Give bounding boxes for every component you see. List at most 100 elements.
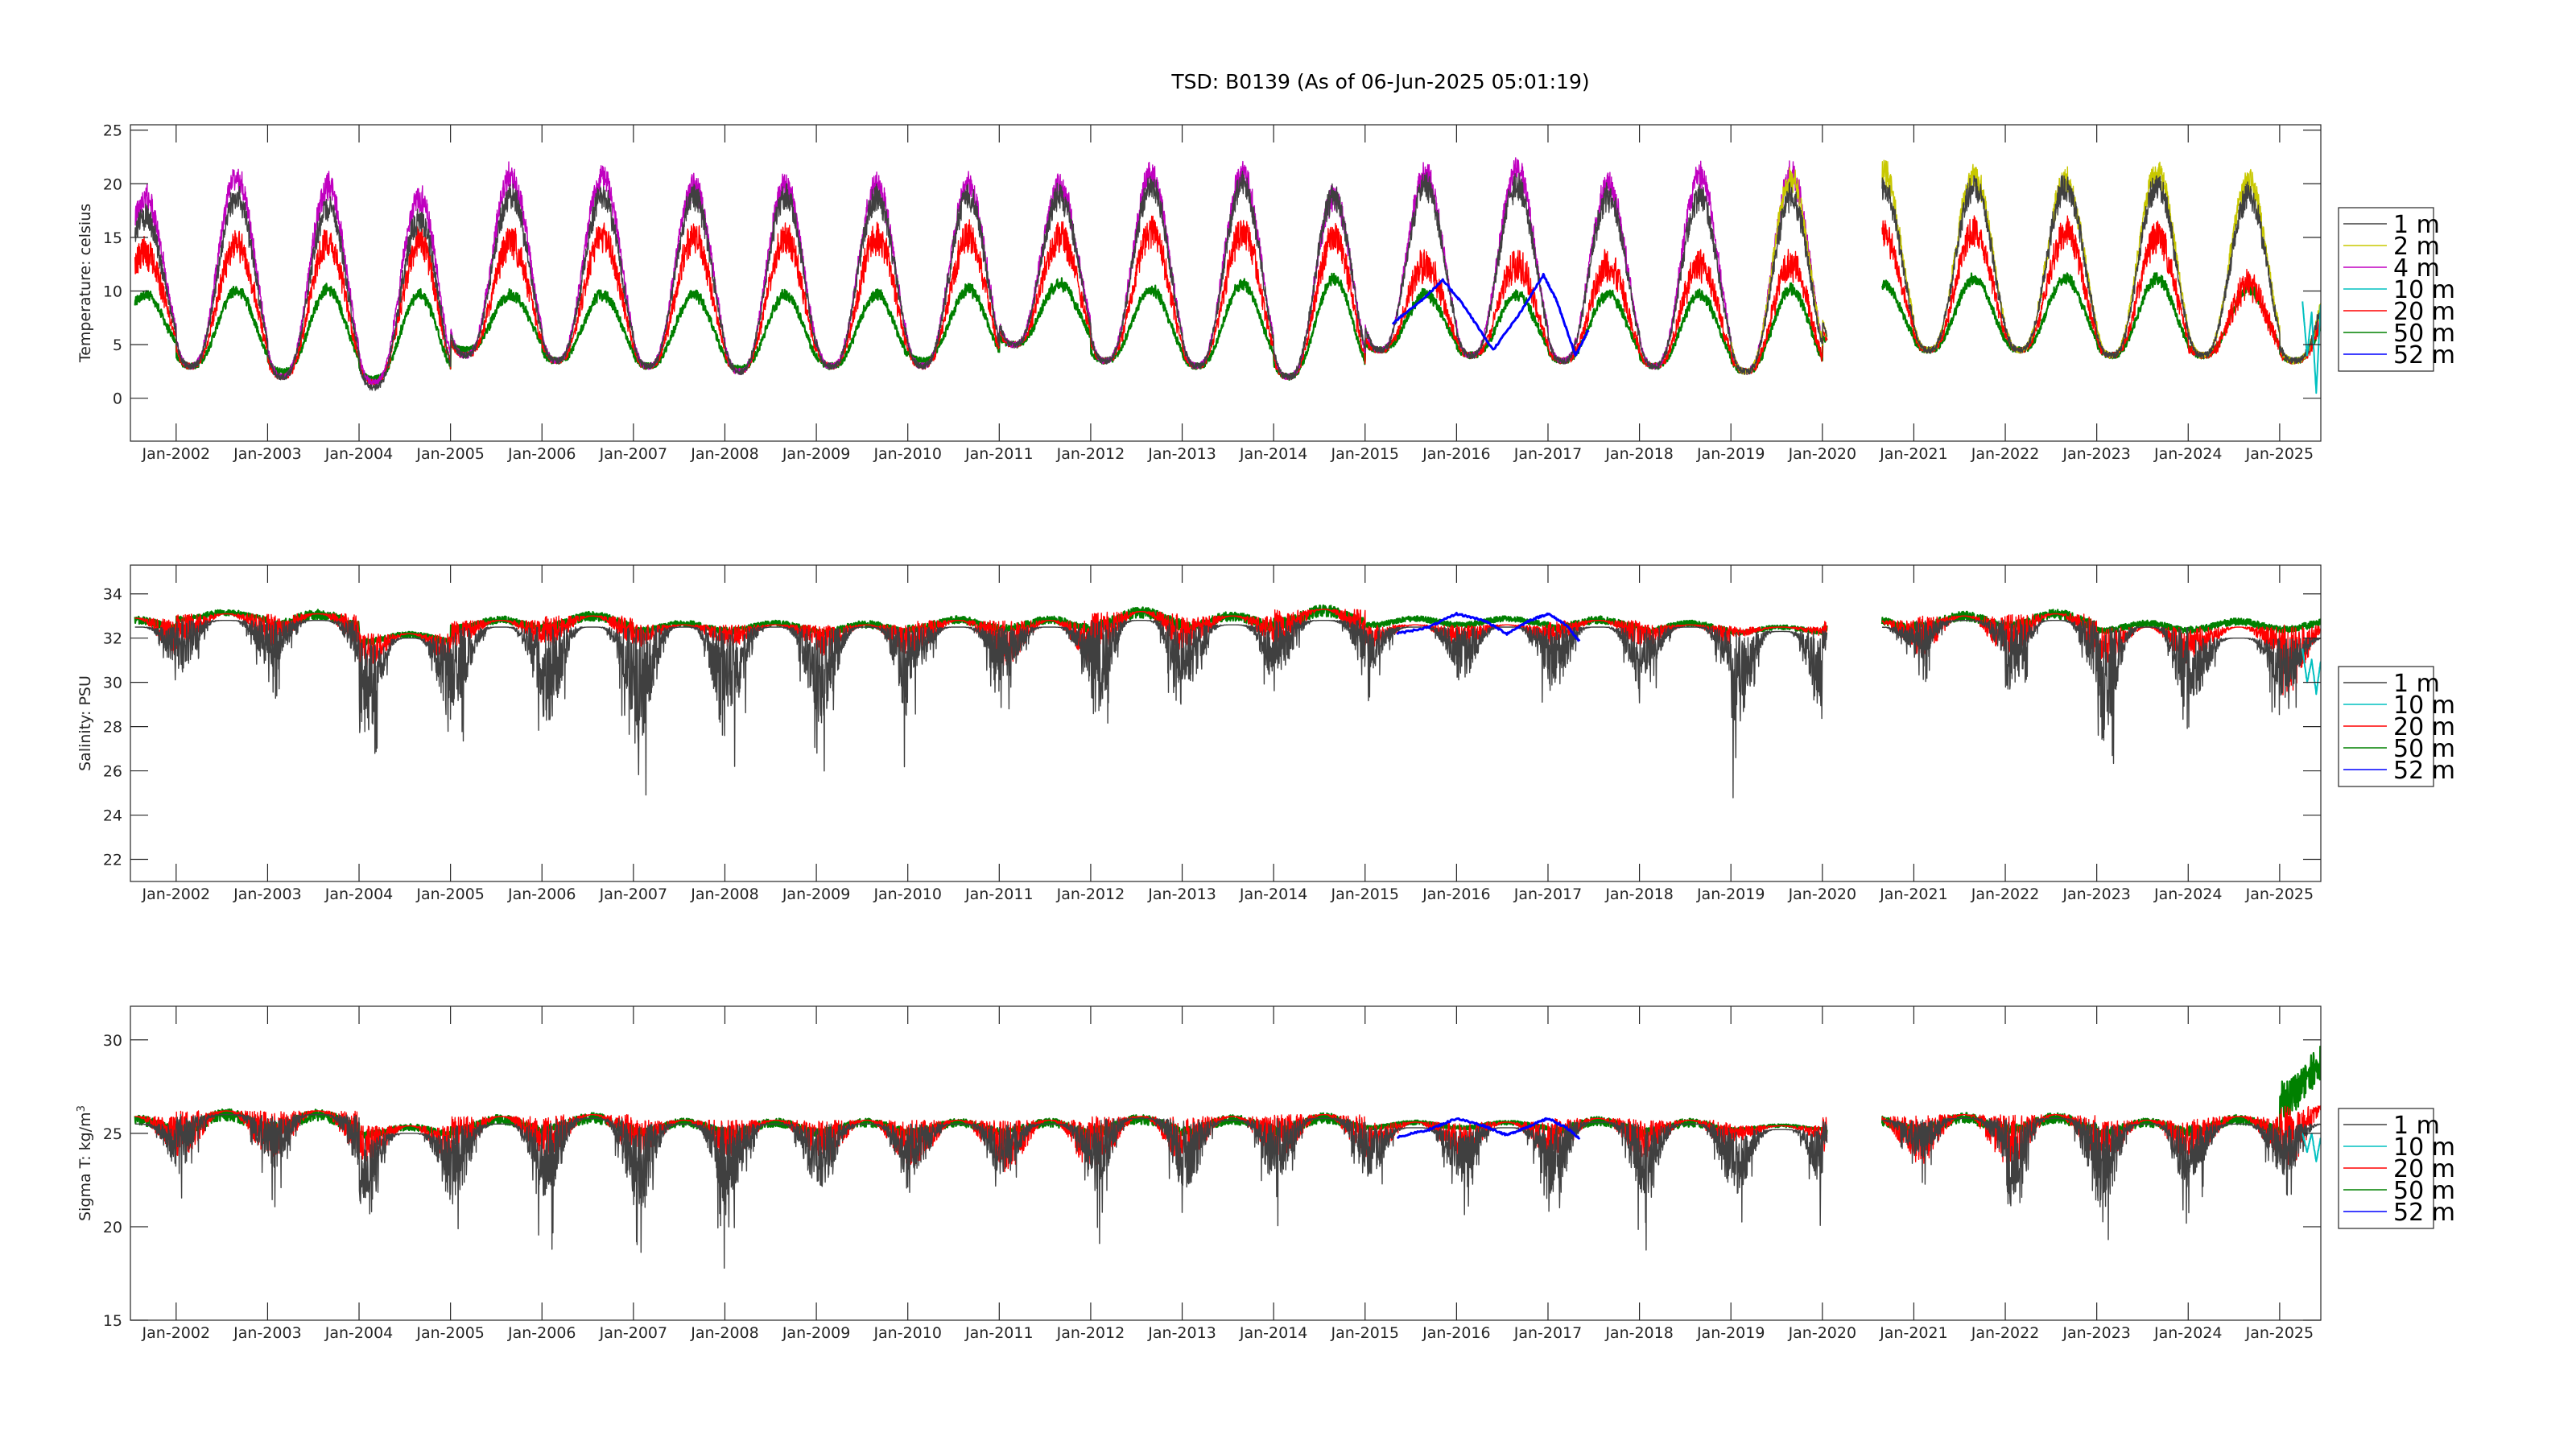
- legend-label: 1 m: [2393, 670, 2440, 698]
- series-1m-trace: [1881, 175, 2321, 364]
- x-tick-label: Jan-2006: [507, 445, 576, 463]
- x-tick-label: Jan-2003: [233, 445, 302, 463]
- series-20m-trace: [134, 215, 1828, 386]
- x-tick-label: Jan-2005: [415, 1324, 485, 1342]
- x-tick-label: Jan-2002: [142, 445, 211, 463]
- x-tick-label: Jan-2013: [1147, 1324, 1216, 1342]
- x-tick-label: Jan-2015: [1331, 1324, 1400, 1342]
- x-tick-label: Jan-2020: [1788, 445, 1857, 463]
- x-tick-label: Jan-2003: [233, 886, 302, 903]
- legend-label: 20 m: [2393, 713, 2455, 741]
- x-tick-label: Jan-2021: [1879, 886, 1948, 903]
- x-tick-label: Jan-2016: [1422, 445, 1491, 463]
- x-tick-label: Jan-2016: [1422, 886, 1491, 903]
- x-tick-label: Jan-2009: [782, 1324, 851, 1342]
- x-tick-label: Jan-2004: [324, 1324, 394, 1342]
- y-tick-label: 26: [103, 763, 122, 781]
- legend-label: 20 m: [2393, 1155, 2455, 1183]
- x-tick-label: Jan-2022: [1971, 886, 2040, 903]
- panel-temperature: 0 5 10 15 20 25 Jan-2002 Jan-2003 Jan-2004 Jan-20…: [76, 122, 2455, 463]
- x-tick-label: Jan-2015: [1331, 886, 1400, 903]
- y-tick-label: 20: [103, 1219, 122, 1236]
- y-tick-label: 10: [103, 283, 122, 300]
- x-tick-label: Jan-2025: [2245, 1324, 2314, 1342]
- series-20m-trace: [1881, 215, 2321, 365]
- plot-area: [134, 157, 2321, 394]
- x-tick-label: Jan-2015: [1331, 445, 1400, 463]
- x-tick-label: Jan-2019: [1696, 445, 1765, 463]
- series-52m-line: [1391, 272, 1590, 357]
- x-tick-label: Jan-2022: [1971, 445, 2040, 463]
- y-tick-label: 24: [103, 807, 122, 825]
- series-1m-trace: [134, 170, 1828, 391]
- axes-frame: [130, 124, 2322, 442]
- x-tick-label: Jan-2023: [2062, 445, 2131, 463]
- panel-sigma: 15 20 25 30 Jan-2002 Jan-2003 Jan-2004 Jan-2005…: [76, 1005, 2455, 1342]
- x-tick-label: Jan-2020: [1788, 1324, 1857, 1342]
- plot-area: [134, 604, 2321, 799]
- x-tick-label: Jan-2016: [1422, 1324, 1491, 1342]
- x-tick-label: Jan-2006: [507, 1324, 576, 1342]
- y-tick-label: 0: [113, 390, 122, 408]
- x-tick-label: Jan-2025: [2245, 886, 2314, 903]
- y-tick-label: 15: [103, 1312, 122, 1330]
- y-tick-label: 22: [103, 852, 122, 869]
- axes-frame: [130, 1005, 2322, 1321]
- x-tick-label: Jan-2013: [1147, 886, 1216, 903]
- legend-label: 52 m: [2393, 341, 2455, 369]
- x-tick-label: Jan-2020: [1788, 886, 1857, 903]
- x-tick-label: Jan-2004: [324, 445, 394, 463]
- x-tick-label: Jan-2009: [782, 886, 851, 903]
- legend-label: 10 m: [2393, 1133, 2455, 1162]
- series-1m-trace: [134, 1113, 1828, 1269]
- legend-label: 1 m: [2393, 1112, 2440, 1140]
- x-tick-label: Jan-2019: [1696, 1324, 1765, 1342]
- series-10m-line: [2301, 301, 2321, 394]
- legend-label: 52 m: [2393, 1199, 2455, 1227]
- x-tick-label: Jan-2012: [1056, 445, 1125, 463]
- y-tick-label: 15: [103, 229, 122, 247]
- y-tick-label: 30: [103, 1032, 122, 1050]
- series-52m-line: [1396, 1117, 1581, 1140]
- x-tick-label: Jan-2006: [507, 886, 576, 903]
- legend-label: 50 m: [2393, 1177, 2455, 1205]
- x-tick-label: Jan-2019: [1696, 886, 1765, 903]
- figure-title: TSD: B0139 (As of 06-Jun-2025 05:01:19): [1170, 70, 1589, 93]
- x-tick-label: Jan-2014: [1239, 886, 1308, 903]
- x-tick-label: Jan-2011: [964, 1324, 1034, 1342]
- y-tick-label: 5: [113, 336, 122, 354]
- x-tick-label: Jan-2002: [142, 886, 211, 903]
- x-tick-label: Jan-2023: [2062, 886, 2131, 903]
- x-tick-label: Jan-2010: [873, 445, 942, 463]
- x-tick-label: Jan-2008: [690, 886, 759, 903]
- y-tick-label: 34: [103, 586, 122, 604]
- x-tick-label: Jan-2017: [1513, 445, 1583, 463]
- x-tick-label: Jan-2021: [1879, 445, 1948, 463]
- x-tick-label: Jan-2009: [782, 445, 851, 463]
- x-tick-label: Jan-2007: [599, 886, 668, 903]
- x-tick-label: Jan-2008: [690, 1324, 759, 1342]
- legend-label: 2 m: [2393, 233, 2440, 261]
- panels-group: 0 5 10 15 20 25 Jan-2002 Jan-2003 Jan-2004 Jan-20…: [76, 122, 2455, 1342]
- x-tick-label: Jan-2011: [964, 886, 1034, 903]
- x-tick-label: Jan-2003: [233, 1324, 302, 1342]
- x-tick-label: Jan-2024: [2153, 1324, 2223, 1342]
- legend-label: 20 m: [2393, 298, 2455, 326]
- series-52m-line: [1396, 612, 1581, 642]
- x-tick-label: Jan-2004: [324, 886, 394, 903]
- legend: 1 m2 m4 m10 m20 m50 m52 m: [2338, 207, 2455, 372]
- x-tick-label: Jan-2011: [964, 445, 1034, 463]
- series-1m-trace: [134, 620, 1828, 799]
- x-tick-label: Jan-2018: [1604, 886, 1674, 903]
- x-tick-label: Jan-2024: [2153, 445, 2223, 463]
- x-tick-label: Jan-2018: [1604, 445, 1674, 463]
- series-20m-trace: [1881, 613, 2321, 696]
- x-tick-label: Jan-2023: [2062, 1324, 2131, 1342]
- legend-label: 10 m: [2393, 691, 2455, 720]
- x-tick-label: Jan-2012: [1056, 886, 1125, 903]
- legend-label: 50 m: [2393, 320, 2455, 348]
- series-10m-line: [2301, 648, 2321, 696]
- y-tick-label: 30: [103, 675, 122, 692]
- y-axis-label: Salinity: PSU: [76, 675, 94, 771]
